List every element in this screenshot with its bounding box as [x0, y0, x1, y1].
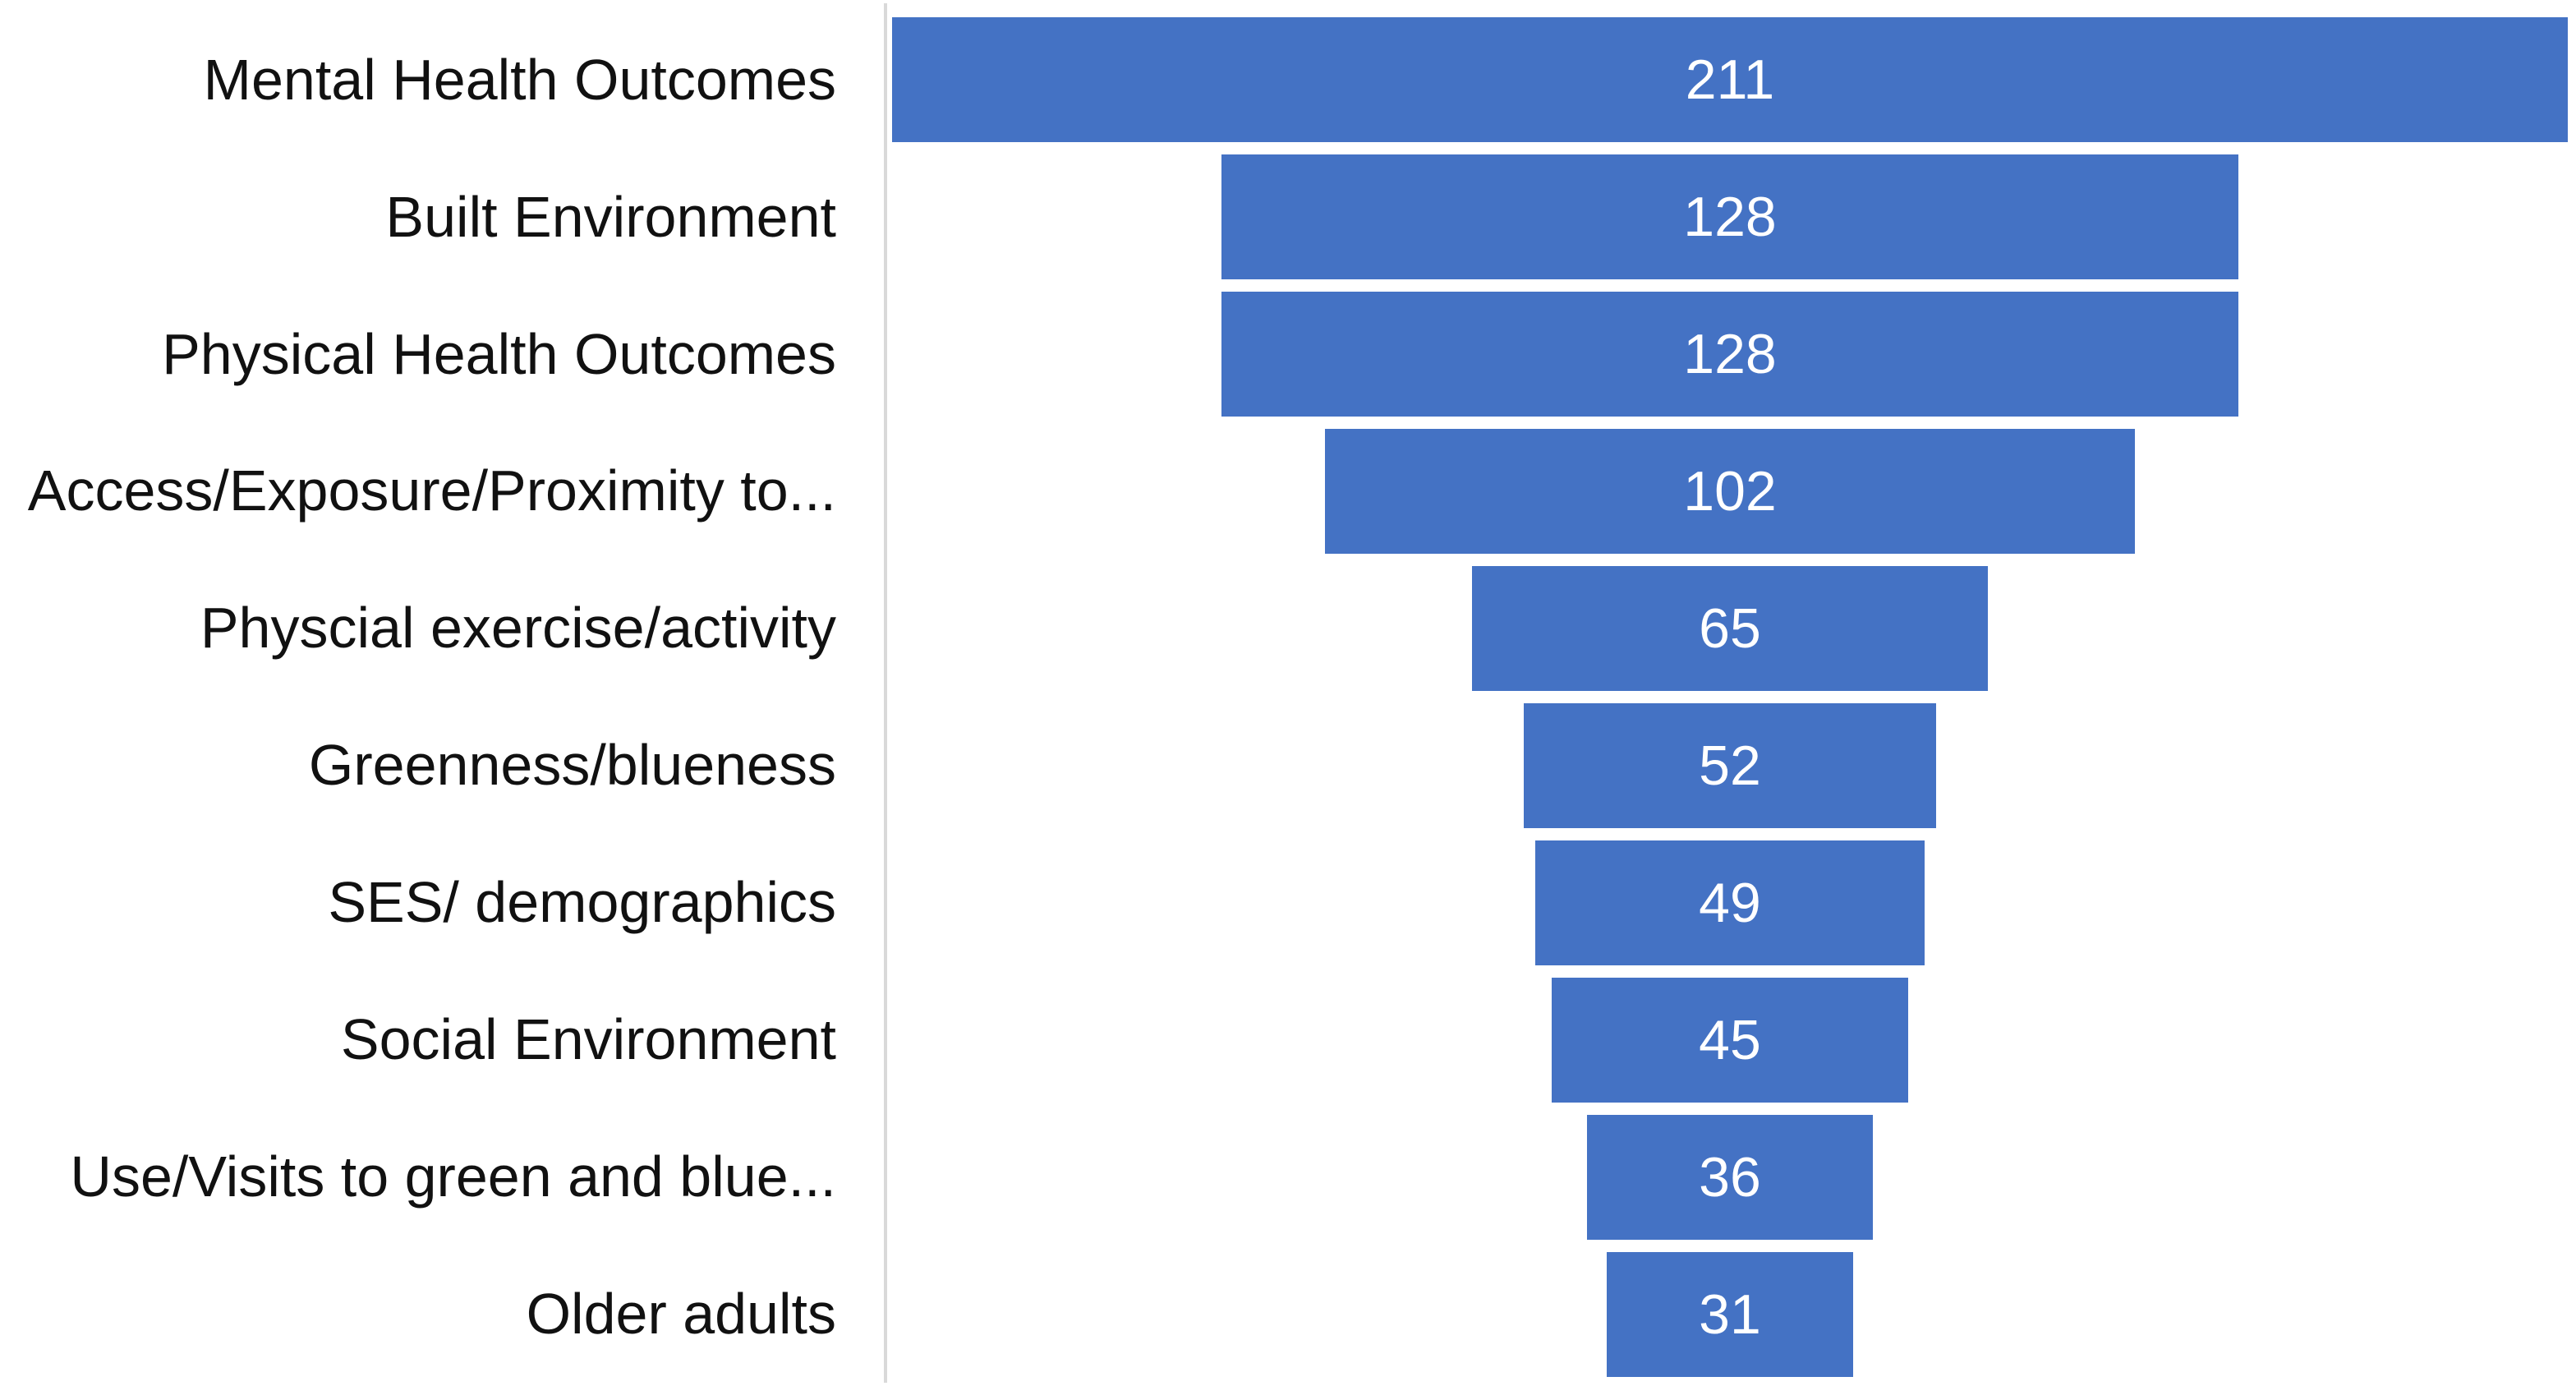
funnel-row: Use/Visits to green and blue... 36	[0, 1108, 2576, 1246]
funnel-bar: 36	[1587, 1114, 1873, 1240]
funnel-bar: 49	[1535, 840, 1925, 965]
funnel-row: Mental Health Outcomes 211	[0, 12, 2576, 149]
funnel-bar: 52	[1523, 702, 1937, 828]
funnel-bar: 65	[1471, 566, 1989, 692]
funnel-bar: 211	[892, 17, 2568, 143]
plot-area: 128	[884, 149, 2576, 286]
funnel-row: Greenness/blueness 52	[0, 698, 2576, 835]
category-label: Older adults	[526, 1281, 836, 1346]
plot-area: 65	[884, 560, 2576, 698]
funnel-bar: 102	[1325, 429, 2135, 555]
plot-area: 128	[884, 286, 2576, 423]
plot-area: 52	[884, 698, 2576, 835]
plot-area: 36	[884, 1108, 2576, 1246]
value-label: 36	[1699, 1145, 1761, 1209]
funnel-bar: 128	[1221, 292, 2238, 417]
category-label: Physcial exercise/activity	[200, 596, 836, 661]
category-label: Greenness/blueness	[308, 733, 836, 798]
funnel-bar: 31	[1607, 1251, 1853, 1377]
value-label: 128	[1683, 323, 1777, 386]
category-label: Social Environment	[340, 1007, 836, 1072]
funnel-row: Older adults 31	[0, 1246, 2576, 1383]
category-label: Access/Exposure/Proximity to...	[27, 458, 836, 523]
category-label: Physical Health Outcomes	[162, 321, 836, 386]
category-label: Built Environment	[385, 184, 836, 249]
value-label: 211	[1685, 48, 1775, 112]
funnel-row: SES/ demographics 49	[0, 834, 2576, 971]
value-label: 45	[1699, 1008, 1761, 1071]
funnel-bar: 45	[1551, 977, 1909, 1103]
plot-area: 31	[884, 1246, 2576, 1383]
value-label: 31	[1699, 1282, 1761, 1346]
plot-area: 211	[884, 12, 2576, 149]
funnel-bar: 128	[1221, 154, 2238, 280]
funnel-row: Social Environment 45	[0, 971, 2576, 1108]
value-label: 52	[1699, 734, 1761, 797]
plot-area: 102	[884, 423, 2576, 560]
category-label: Use/Visits to green and blue...	[70, 1144, 836, 1209]
funnel-row: Physcial exercise/activity 65	[0, 560, 2576, 698]
plot-area: 45	[884, 971, 2576, 1108]
category-label: Mental Health Outcomes	[203, 47, 836, 112]
category-axis-line	[884, 3, 887, 1383]
value-label: 65	[1699, 597, 1761, 661]
value-label: 128	[1683, 186, 1777, 249]
value-label: 49	[1699, 871, 1761, 934]
value-label: 102	[1683, 460, 1777, 523]
funnel-row: Access/Exposure/Proximity to... 102	[0, 423, 2576, 560]
plot-area: 49	[884, 834, 2576, 971]
funnel-row: Physical Health Outcomes 128	[0, 286, 2576, 423]
category-label: SES/ demographics	[328, 870, 836, 935]
funnel-row: Built Environment 128	[0, 149, 2576, 286]
